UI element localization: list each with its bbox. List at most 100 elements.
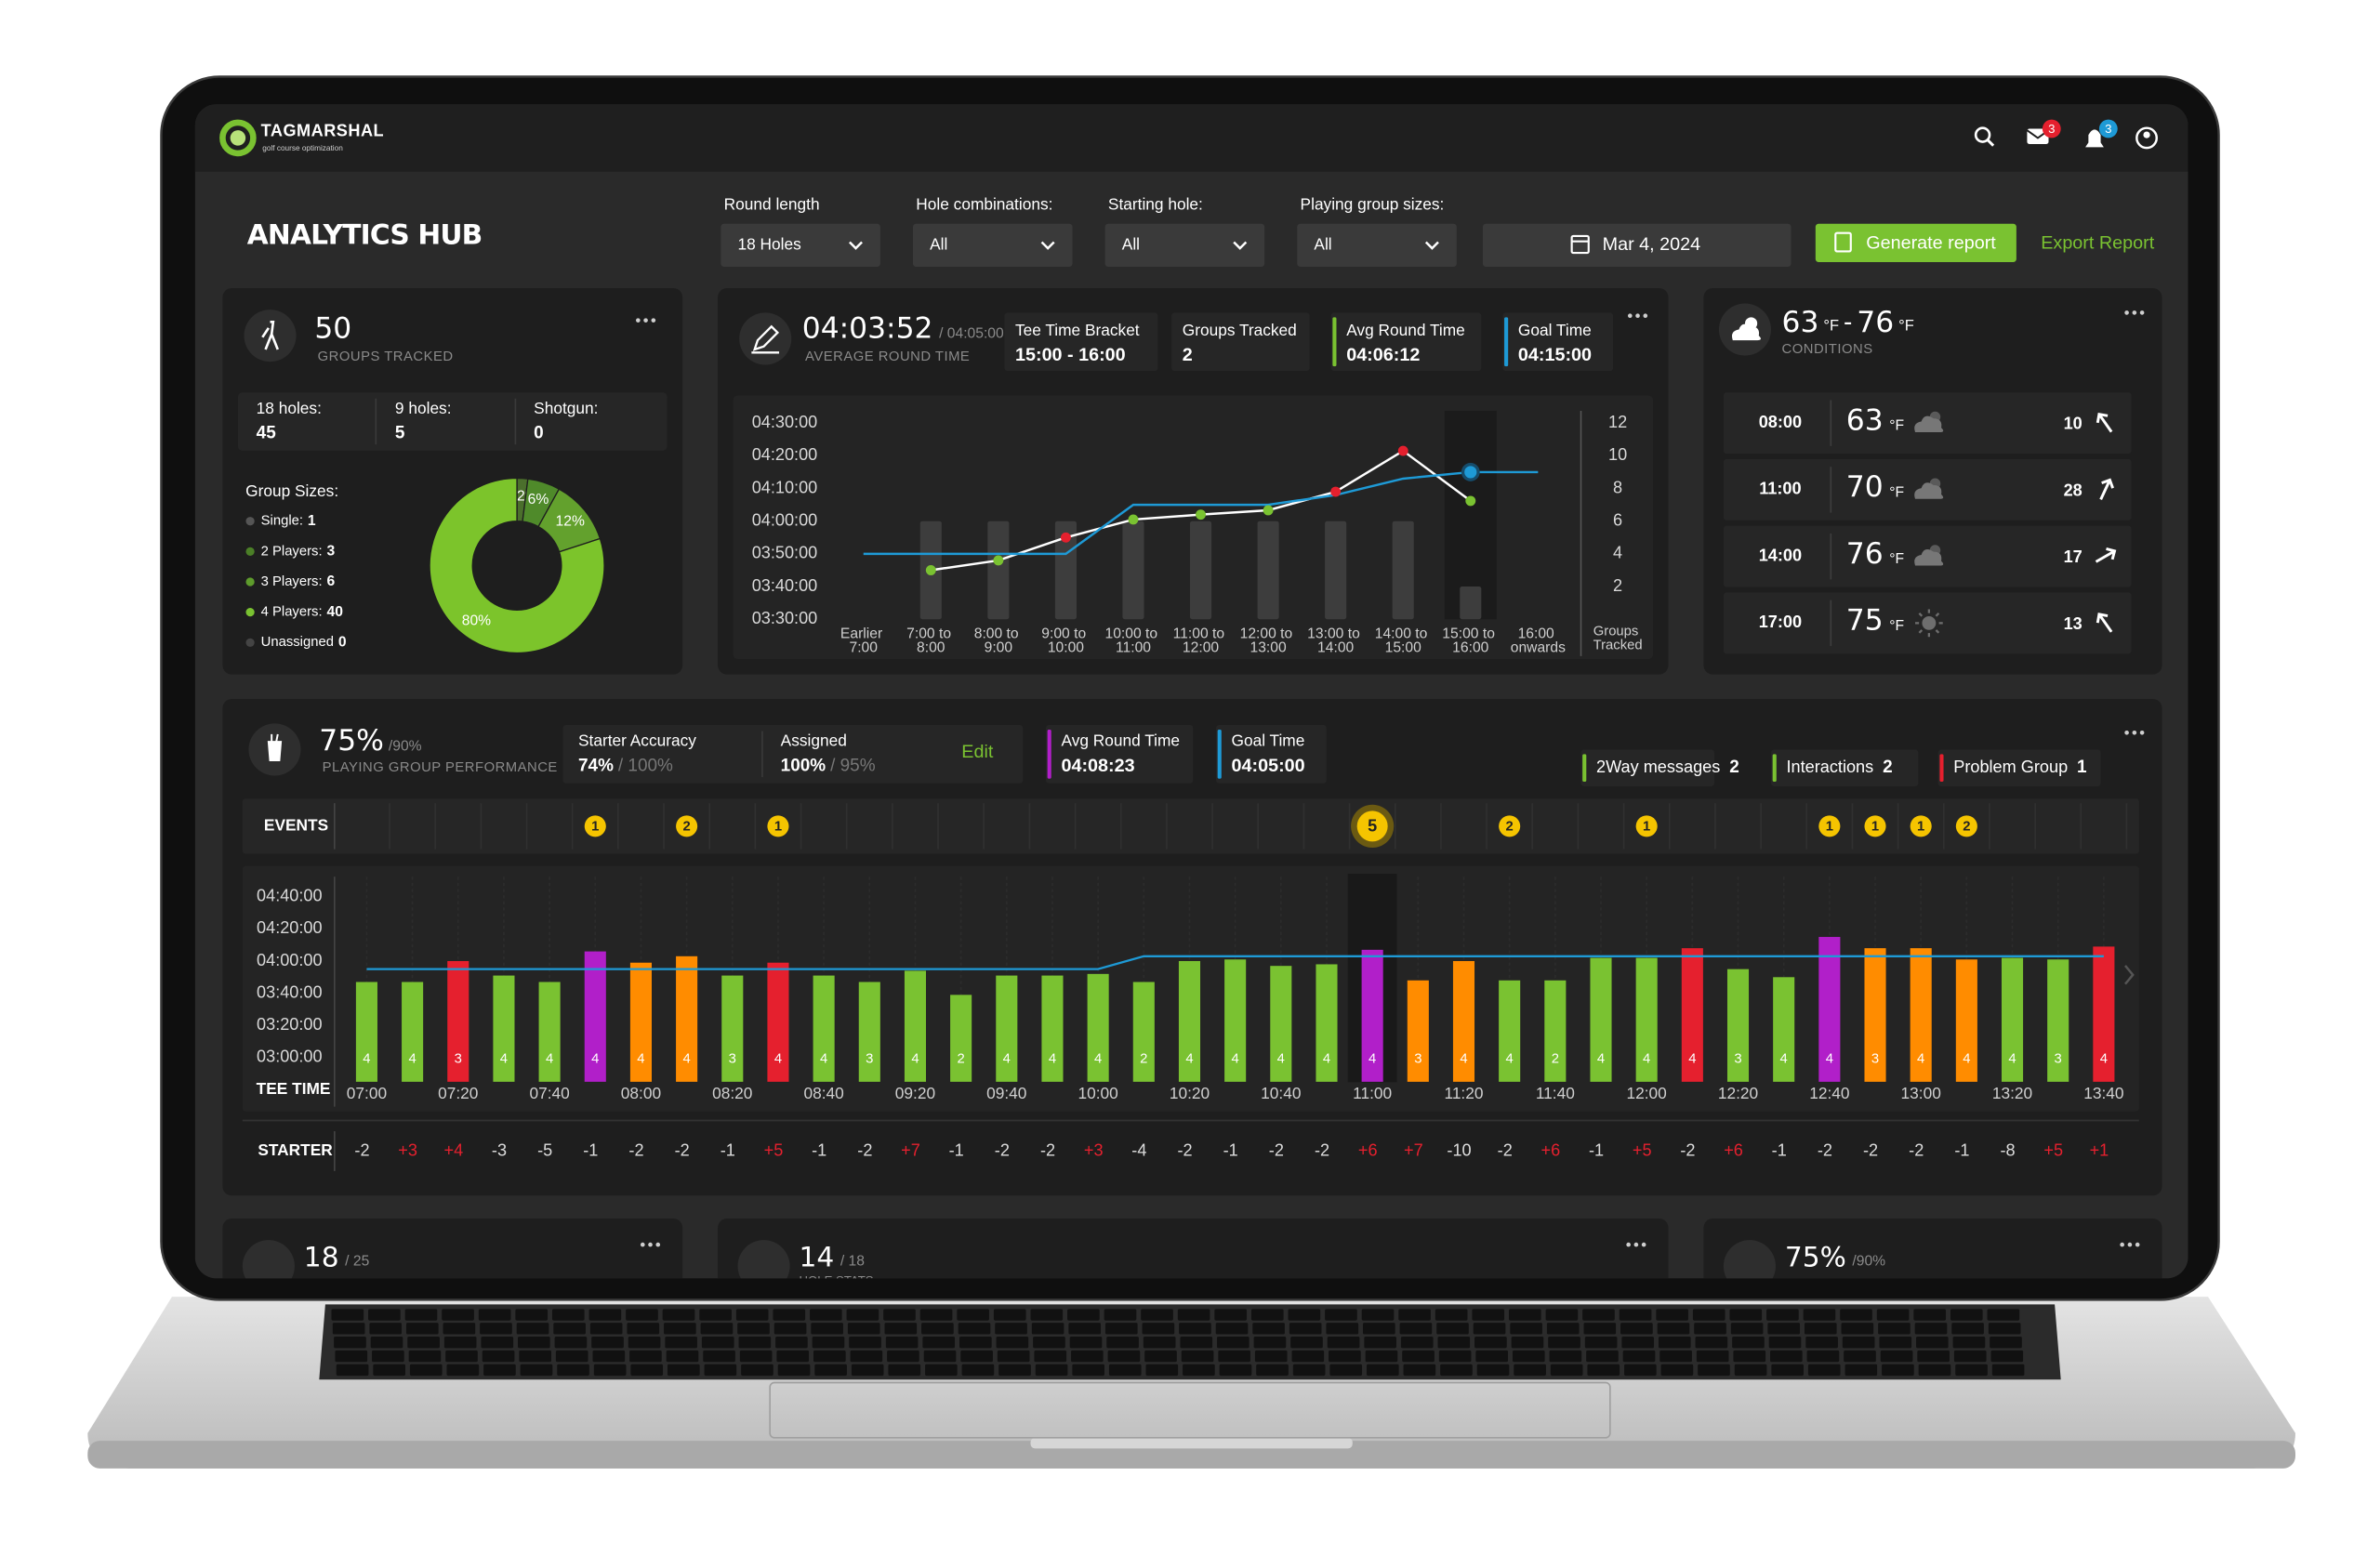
bar bbox=[2093, 946, 2115, 1082]
group-size-label: 3 bbox=[1734, 1051, 1741, 1066]
group-size-label: 4 bbox=[1323, 1051, 1330, 1066]
key bbox=[1840, 1309, 1872, 1321]
key bbox=[699, 1309, 732, 1321]
round-label: AVERAGE ROUND TIME bbox=[805, 349, 970, 364]
performance-label: PLAYING GROUP PERFORMANCE bbox=[323, 760, 558, 775]
bar bbox=[1499, 980, 1521, 1082]
filter-label: Playing group sizes: bbox=[1301, 195, 1445, 214]
key bbox=[776, 1350, 810, 1363]
key bbox=[446, 1364, 480, 1377]
filter-dropdown[interactable] bbox=[913, 223, 1073, 267]
sun-ray bbox=[1918, 629, 1924, 634]
wind-arrow bbox=[2099, 478, 2114, 500]
key bbox=[922, 1337, 956, 1349]
key bbox=[1473, 1323, 1506, 1335]
key bbox=[777, 1364, 811, 1377]
temp-low: 63 bbox=[1782, 306, 1819, 339]
filter-dropdown[interactable] bbox=[1104, 223, 1265, 267]
key bbox=[1621, 1337, 1655, 1349]
counter-accent bbox=[1582, 754, 1587, 783]
key bbox=[1842, 1337, 1875, 1349]
bar bbox=[1544, 980, 1567, 1082]
starter-value: -4 bbox=[1131, 1140, 1146, 1159]
starter-value: -2 bbox=[1909, 1140, 1924, 1159]
key bbox=[1806, 1350, 1840, 1363]
filter-value[interactable]: All bbox=[930, 234, 947, 253]
key bbox=[593, 1364, 627, 1377]
key bbox=[1550, 1364, 1583, 1377]
bar bbox=[584, 951, 606, 1082]
key bbox=[1366, 1364, 1399, 1377]
assigned-target: / 95% bbox=[830, 757, 876, 776]
size-label: 4 Players: bbox=[261, 605, 323, 620]
counter-box bbox=[1937, 749, 2101, 786]
metric-value: 04:08:23 bbox=[1061, 756, 1134, 776]
page-title: ANALYTICS HUB bbox=[247, 217, 483, 250]
bar bbox=[2001, 957, 2024, 1082]
y-tick-label: 04:00:00 bbox=[257, 951, 323, 969]
key bbox=[1583, 1323, 1617, 1335]
filter-value[interactable]: All bbox=[1314, 234, 1331, 253]
x-tick-label: 07:40 bbox=[529, 1084, 569, 1102]
key bbox=[1215, 1323, 1249, 1335]
key bbox=[1329, 1350, 1361, 1363]
key bbox=[1252, 1323, 1285, 1335]
key bbox=[1033, 1337, 1065, 1349]
generate-icon bbox=[1834, 231, 1852, 253]
event-count: 2 bbox=[1963, 820, 1970, 835]
groups-value: 50 bbox=[314, 312, 351, 346]
bar bbox=[1270, 966, 1292, 1082]
filter-dropdown[interactable] bbox=[721, 223, 880, 267]
card-icon-bg bbox=[739, 312, 792, 365]
row-time: 11:00 bbox=[1759, 480, 1801, 498]
x-tick-label: 9:00 to 10:00 bbox=[1041, 626, 1090, 656]
sun-ray bbox=[1935, 613, 1940, 617]
x-tick-label: 12:40 bbox=[1809, 1084, 1849, 1102]
bar bbox=[1178, 960, 1201, 1082]
bar bbox=[1635, 957, 1658, 1082]
key bbox=[518, 1337, 550, 1349]
export-link[interactable]: Export Report bbox=[2041, 232, 2154, 253]
scroll-arrow bbox=[2124, 965, 2135, 985]
generate-button[interactable] bbox=[1815, 223, 2016, 262]
date-value[interactable]: Mar 4, 2024 bbox=[1603, 234, 1700, 255]
edit-link[interactable]: Edit bbox=[961, 742, 994, 762]
key bbox=[1253, 1337, 1287, 1349]
filter-dropdown[interactable] bbox=[1297, 223, 1457, 267]
generate-label[interactable]: Generate report bbox=[1866, 232, 1996, 253]
key bbox=[1403, 1364, 1436, 1377]
event-marker bbox=[1499, 815, 1521, 837]
key bbox=[1326, 1323, 1359, 1335]
key bbox=[336, 1364, 369, 1377]
key bbox=[666, 1350, 699, 1363]
size-value: 1 bbox=[308, 513, 316, 529]
y-tick-label: 04:20:00 bbox=[257, 918, 323, 937]
filter-value[interactable]: All bbox=[1122, 234, 1140, 253]
filter-value[interactable]: 18 Holes bbox=[738, 234, 802, 253]
key bbox=[445, 1350, 478, 1363]
key bbox=[1918, 1364, 1951, 1377]
event-count: 1 bbox=[1871, 820, 1879, 835]
key bbox=[885, 1337, 919, 1349]
bottom-target: / 18 bbox=[840, 1253, 865, 1269]
starter-value: -2 bbox=[1177, 1140, 1192, 1159]
key bbox=[516, 1323, 549, 1335]
starter-value: -1 bbox=[1772, 1140, 1787, 1159]
counter-accent bbox=[1772, 754, 1777, 783]
key bbox=[1733, 1350, 1766, 1363]
group-size-label: 4 bbox=[1688, 1051, 1696, 1066]
group-size-label: 3 bbox=[1871, 1051, 1879, 1066]
bar bbox=[1132, 982, 1155, 1082]
round-value: 04:03:52 bbox=[802, 312, 933, 346]
key bbox=[1329, 1364, 1363, 1377]
key bbox=[1771, 1364, 1804, 1377]
menu-dot bbox=[643, 318, 648, 323]
date-picker[interactable] bbox=[1482, 223, 1792, 267]
wind-arrow-shape bbox=[2096, 613, 2113, 633]
key bbox=[1141, 1309, 1173, 1321]
metric-box bbox=[1045, 725, 1194, 784]
key bbox=[741, 1364, 774, 1377]
key bbox=[1034, 1350, 1067, 1363]
key bbox=[1363, 1323, 1395, 1335]
